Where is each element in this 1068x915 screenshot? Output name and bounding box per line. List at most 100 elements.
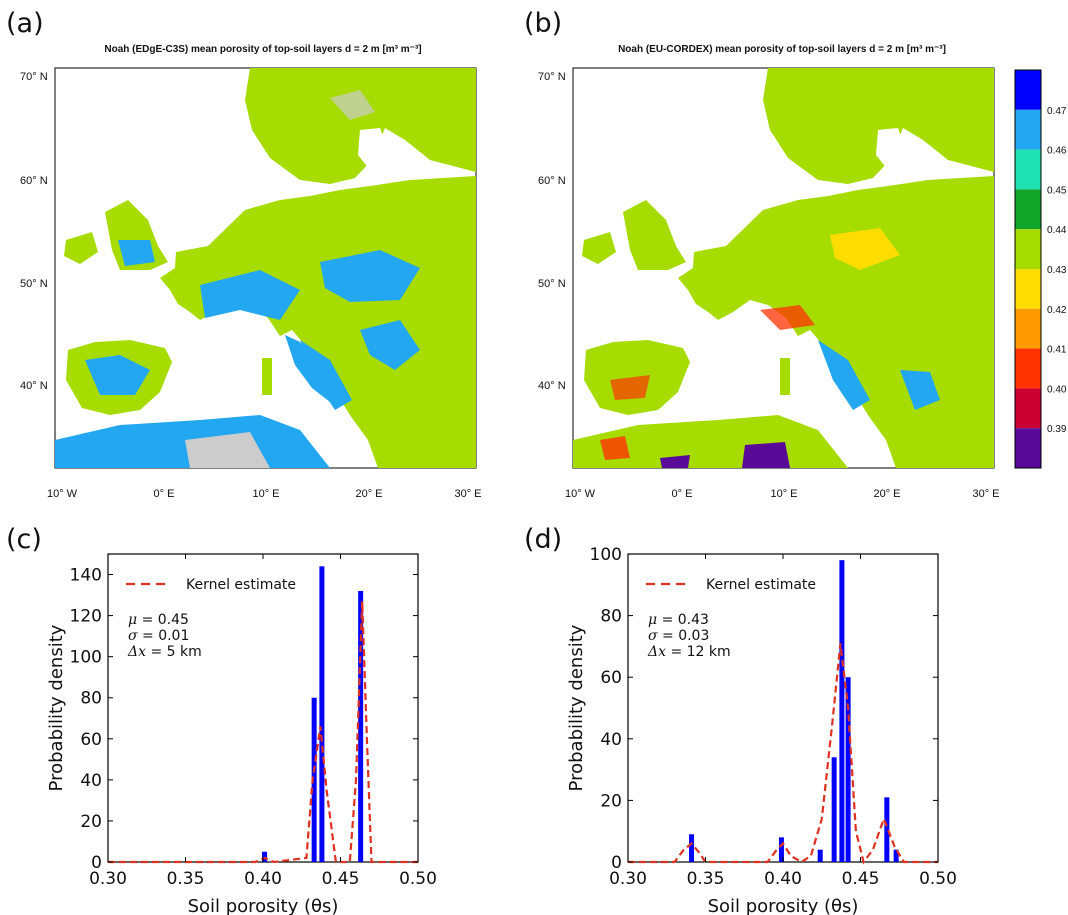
- histogram-bar: [817, 849, 823, 862]
- x-tick-label: 0.30: [89, 869, 127, 889]
- colorbar-swatch: [1015, 189, 1041, 230]
- histogram-bar: [884, 797, 890, 862]
- kde-line: [628, 643, 938, 865]
- y-tick-label: 40: [80, 771, 102, 791]
- y-tick-label: 140: [70, 566, 102, 586]
- y-tick-label: 120: [70, 607, 102, 627]
- y-tick-label: 80: [80, 689, 102, 709]
- colorbar-swatch: [1015, 348, 1041, 389]
- histogram-bar: [778, 837, 784, 862]
- lon-tick-20e: 20° E: [355, 488, 382, 500]
- colorbar-swatch: [1015, 428, 1041, 468]
- map-b: 70° N 60° N 50° N 40° N 10° W 0° E 10° E…: [538, 67, 1000, 500]
- stat-line: Δx = 12 km: [647, 644, 731, 660]
- y-tick-label: 100: [590, 545, 622, 565]
- histogram-bar: [845, 677, 851, 862]
- x-tick-label: 0.35: [687, 869, 725, 889]
- x-tick-label: 0.40: [244, 869, 282, 889]
- colorbar-swatch: [1015, 109, 1041, 150]
- x-tick-label: 0.50: [919, 869, 957, 889]
- plot-frame: [627, 553, 939, 863]
- y-tick-label: 80: [600, 607, 622, 627]
- y-tick-label: 100: [70, 648, 102, 668]
- lon-tick-10e: 10° E: [252, 488, 279, 500]
- x-tick-label: 0.45: [842, 869, 880, 889]
- colorbar-tick-label: 0.43: [1047, 265, 1067, 276]
- lon-tick-30e-b: 30° E: [972, 488, 999, 500]
- y-tick-label: 20: [80, 812, 102, 832]
- lon-tick-0e: 0° E: [154, 488, 175, 500]
- histogram-d: 0.30 0.35 0.40 0.45 0.50 0 20 40 60 80 100 Soil por…: [566, 545, 957, 915]
- lat-tick-60: 60° N: [20, 175, 48, 187]
- legend-label: Kernel estimate: [706, 577, 816, 593]
- y-tick-label: 60: [80, 730, 102, 750]
- x-tick-label: 0.30: [609, 869, 647, 889]
- lat-tick-60-b: 60° N: [538, 175, 566, 187]
- stat-line: σ = 0.03: [648, 628, 709, 644]
- colorbar-swatch: [1015, 149, 1041, 190]
- lon-tick-30e: 30° E: [454, 488, 481, 500]
- stat-line: Δx = 5 km: [127, 644, 202, 660]
- y-tick-label: 20: [600, 791, 622, 811]
- colorbar-swatch: [1015, 70, 1041, 110]
- colorbar-swatch: [1015, 269, 1041, 309]
- colorbar-tick-label: 0.39: [1047, 424, 1067, 435]
- plot-frame: [107, 553, 419, 863]
- panel-label-b: (b): [524, 8, 562, 39]
- colorbar-tick-label: 0.47: [1047, 106, 1067, 117]
- colorbar-frame: [1014, 69, 1042, 469]
- panel-label-c: (c): [6, 524, 42, 555]
- lat-tick-50: 50° N: [20, 278, 48, 290]
- colorbar-tick-label: 0.40: [1047, 384, 1067, 395]
- colorbar-tick-label: 0.45: [1047, 185, 1067, 196]
- x-tick-label: 0.40: [764, 869, 802, 889]
- x-tick-label: 0.45: [322, 869, 360, 889]
- x-axis-label: Soil porosity (θs): [188, 896, 339, 915]
- histogram-bar: [319, 566, 325, 862]
- stat-line: μ = 0.45: [128, 612, 189, 628]
- lat-tick-50-b: 50° N: [538, 278, 566, 290]
- histogram-bar: [831, 757, 837, 862]
- y-axis-label: Probability density: [46, 624, 67, 791]
- x-tick-label: 0.35: [167, 869, 205, 889]
- y-tick-label: 40: [600, 730, 622, 750]
- map-title-a: Noah (EDgE-C3S) mean porosity of top-soi…: [104, 44, 421, 55]
- histogram-bar: [689, 834, 695, 862]
- map-title-b: Noah (EU-CORDEX) mean porosity of top-so…: [618, 44, 946, 55]
- lat-tick-40-b: 40° N: [538, 380, 566, 392]
- colorbar-tick-label: 0.46: [1047, 146, 1067, 157]
- colorbar-tick-label: 0.42: [1047, 305, 1067, 316]
- y-tick-label: 0: [91, 853, 102, 873]
- panel-label-d: (d): [524, 524, 562, 555]
- x-tick-label: 0.50: [399, 869, 437, 889]
- histogram-bar: [839, 560, 845, 862]
- stat-line: σ = 0.01: [128, 628, 189, 644]
- colorbar-tick-label: 0.41: [1047, 345, 1067, 356]
- colorbar-tick-label: 0.44: [1047, 225, 1067, 236]
- panel-label-a: (a): [6, 8, 44, 39]
- lat-tick-70: 70° N: [20, 71, 48, 83]
- histogram-bar: [893, 849, 899, 862]
- lon-tick-10e-b: 10° E: [770, 488, 797, 500]
- lon-tick-0e-b: 0° E: [672, 488, 693, 500]
- map-a: 70° N 60° N 50° N 40° N 10° W 0° E 10° E…: [20, 67, 482, 500]
- colorbar-swatch: [1015, 388, 1041, 429]
- colorbar: 0.47 0.46 0.45 0.44 0.43 0.42 0.41 0.40 0.39: [1014, 69, 1067, 469]
- lat-tick-70-b: 70° N: [538, 71, 566, 83]
- stat-line: μ = 0.43: [648, 612, 709, 628]
- x-axis-label: Soil porosity (θs): [708, 896, 859, 915]
- lat-tick-40: 40° N: [20, 380, 48, 392]
- histogram-bar: [358, 590, 364, 862]
- lon-tick-10w-b: 10° W: [565, 488, 596, 500]
- y-tick-label: 0: [611, 853, 622, 873]
- lon-tick-20e-b: 20° E: [873, 488, 900, 500]
- y-tick-label: 60: [600, 668, 622, 688]
- legend-label: Kernel estimate: [186, 577, 296, 593]
- kde-line: [108, 601, 418, 864]
- y-axis-label: Probability density: [566, 624, 587, 791]
- histogram-c: 0.30 0.35 0.40 0.45 0.50 0 20 40 60 80 100 120 140 So…: [46, 553, 437, 915]
- colorbar-swatch: [1015, 308, 1041, 349]
- histogram-bar: [311, 697, 317, 862]
- colorbar-swatch: [1015, 229, 1041, 269]
